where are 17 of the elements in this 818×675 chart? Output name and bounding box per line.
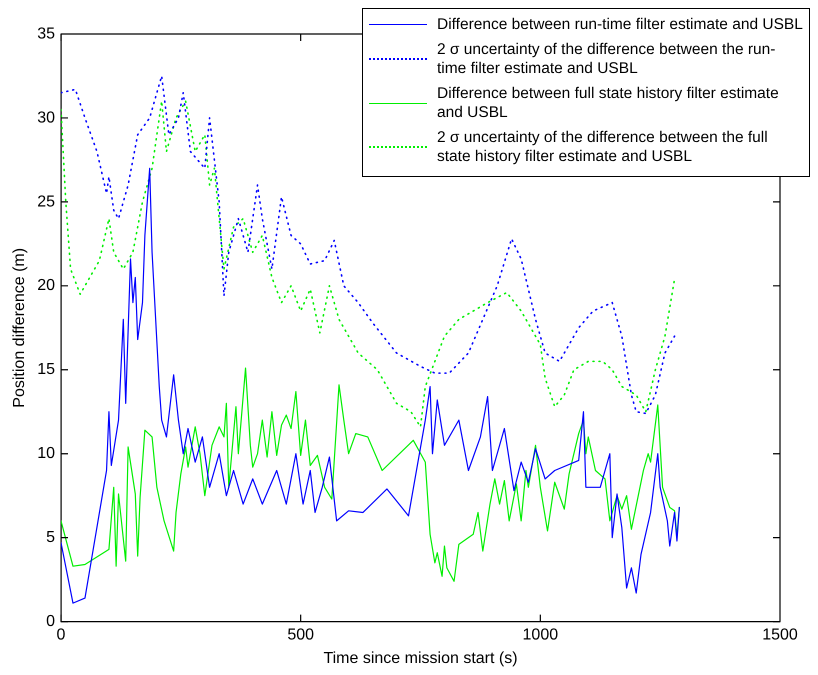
- y-tick-label: 10: [37, 445, 56, 462]
- x-axis-title: Time since mission start (s): [323, 650, 518, 667]
- y-tick-label: 35: [37, 25, 56, 42]
- x-tick-label: 1000: [522, 626, 558, 644]
- legend-label: Difference between full state history filter estimate and USBL: [437, 84, 780, 122]
- legend-label: 2 σ uncertainty of the difference between the run-time filter estimate and USBL: [437, 40, 776, 78]
- y-tick-label: 15: [37, 361, 56, 378]
- x-tick-label: 500: [287, 626, 314, 644]
- y-tick-label: 20: [37, 277, 56, 294]
- y-tick-label: 0: [46, 613, 56, 630]
- x-tick-label: 1500: [762, 626, 798, 644]
- legend-label: 2 σ uncertainty of the difference between the full state history filter estimate and USBL: [437, 128, 769, 166]
- y-tick-label: 5: [46, 529, 56, 546]
- y-axis-title: Position difference (m): [11, 248, 28, 408]
- y-tick-label: 25: [37, 193, 56, 210]
- y-tick-label: 30: [37, 109, 56, 126]
- legend-label: Difference between run-time filter estimate and USBL: [437, 15, 803, 34]
